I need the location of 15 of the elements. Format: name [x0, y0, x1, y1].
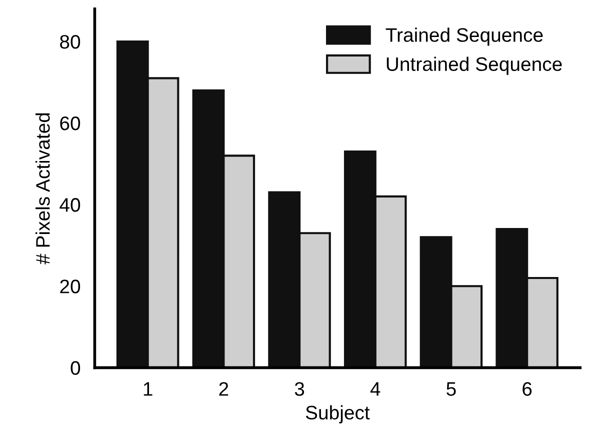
y-tick-label: 80 [60, 34, 80, 49]
y-tick-label: 40 [60, 198, 80, 212]
x-tick-label: 3 [294, 382, 304, 396]
x-tick-label: 5 [446, 382, 456, 396]
x-tick-label: 6 [522, 382, 532, 396]
x-tick-label: 1 [144, 382, 152, 396]
x-tick-label: 4 [370, 382, 380, 396]
x-tick-label: 2 [219, 382, 228, 396]
y-tick-label: 0 [70, 361, 80, 375]
y-tick-label: 20 [60, 280, 80, 294]
legend-label: Untrained Sequence [386, 56, 562, 75]
legend-label: Trained Sequence [386, 28, 543, 46]
y-tick-label: 60 [60, 116, 80, 130]
y-axis-title: # Pixels Activated [36, 113, 50, 264]
x-axis-title: Subject [306, 405, 370, 424]
